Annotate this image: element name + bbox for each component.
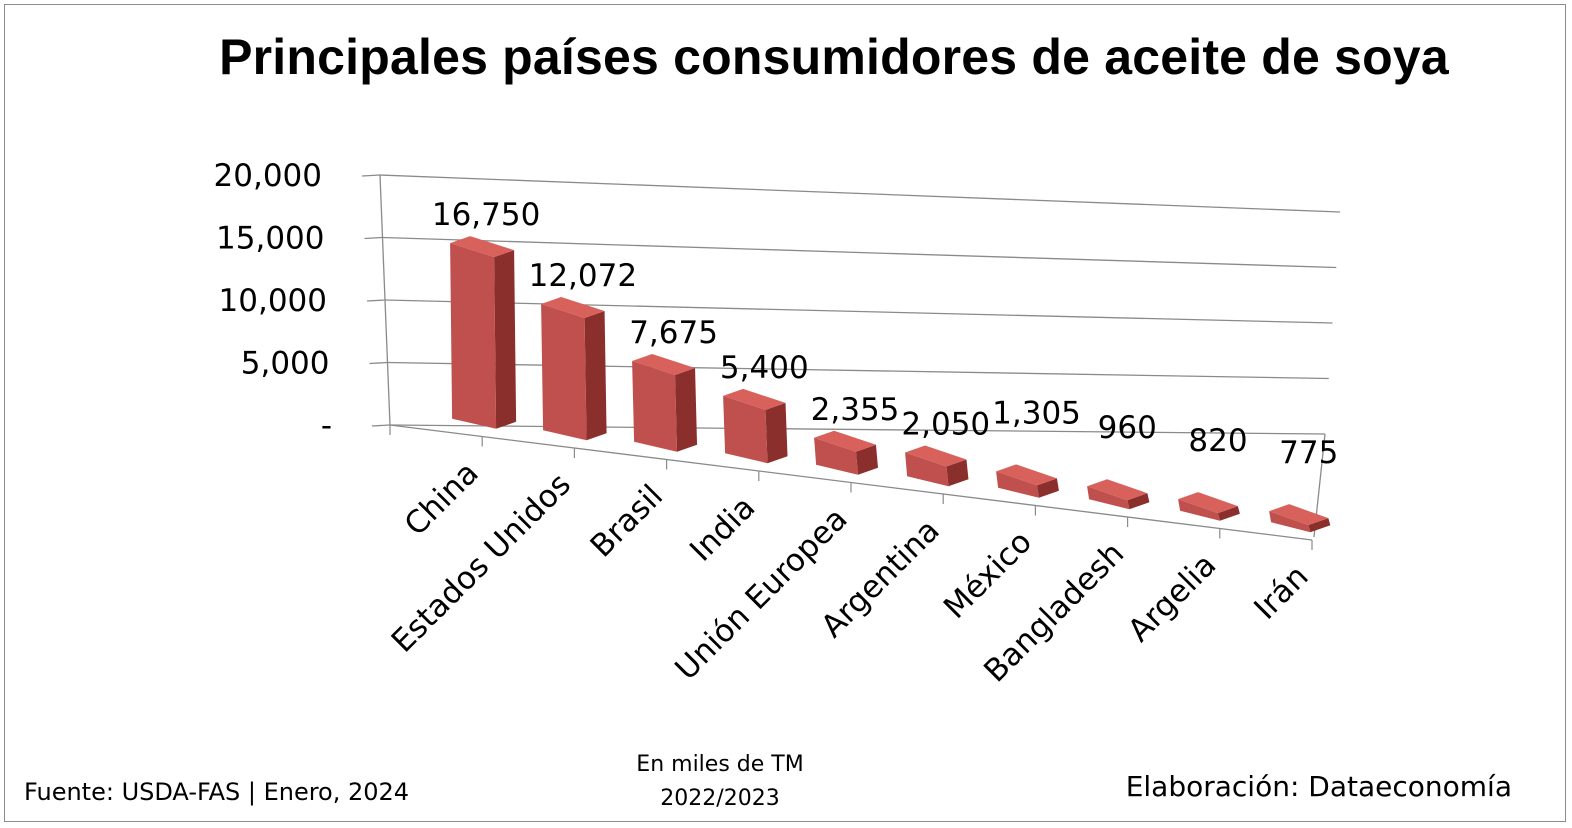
- bar-top: [1087, 479, 1148, 501]
- bar-side: [765, 402, 788, 464]
- y-tick-mark: [361, 174, 381, 177]
- data-label: 5,400: [720, 350, 809, 386]
- bar-top: [905, 445, 967, 467]
- credit-note: Elaboración: Dataeconomía: [1125, 770, 1512, 803]
- gridline: [384, 299, 1333, 324]
- data-label: 2,050: [901, 406, 990, 442]
- data-label: 16,750: [432, 197, 540, 233]
- x-tick-label: Estados Unidos: [385, 466, 578, 659]
- bar: [632, 360, 678, 452]
- bar-side: [1217, 506, 1240, 521]
- gridline: [382, 236, 1337, 269]
- data-label: 960: [1098, 410, 1157, 446]
- bar: [1178, 499, 1220, 521]
- bar-top: [723, 388, 786, 410]
- y-tick-mark: [364, 236, 383, 240]
- data-label: 12,072: [529, 258, 637, 294]
- bar: [996, 471, 1039, 498]
- bar-side: [584, 310, 607, 441]
- chart-title: Principales países consumidores de aceit…: [219, 29, 1449, 85]
- units-note: En miles de TM 2022/2023: [560, 748, 880, 816]
- x-tick-label: Brasil: [584, 478, 671, 565]
- bar-side: [946, 459, 969, 487]
- bar-side: [1127, 493, 1150, 510]
- y-tick-label: 20,000: [214, 158, 322, 194]
- y-tick-mark: [371, 424, 391, 427]
- bar: [541, 303, 587, 441]
- bar-top: [632, 353, 696, 375]
- y-tick-label: 15,000: [216, 221, 324, 257]
- data-label: 7,675: [629, 315, 718, 351]
- bar-side: [494, 250, 517, 429]
- bar: [905, 452, 949, 487]
- source-note: Fuente: USDA-FAS | Enero, 2024: [24, 778, 410, 806]
- x-tick-label: China: [398, 455, 486, 543]
- bar-top: [814, 430, 876, 452]
- bar-top: [450, 236, 515, 258]
- bar-top: [996, 464, 1057, 486]
- bar-side: [675, 367, 698, 452]
- period-line: 2022/2023: [660, 786, 780, 811]
- y-tick-label: 5,000: [241, 346, 330, 382]
- plot-area: - 5,000 10,000 15,000 20,000 16,750 12,072 7,67…: [214, 158, 1341, 689]
- gridline: [387, 361, 1329, 380]
- bar: [814, 437, 858, 475]
- bar: [1269, 511, 1311, 533]
- y-axis-line: [379, 174, 391, 426]
- units-line: En miles de TM: [636, 752, 804, 777]
- y-tick-label: 10,000: [219, 283, 327, 319]
- y-tick-mark: [366, 299, 386, 302]
- data-label: 820: [1188, 423, 1247, 459]
- x-tick-label: México: [937, 524, 1039, 626]
- bar-top: [541, 296, 605, 318]
- bar-side: [1036, 478, 1059, 498]
- bar: [450, 243, 497, 429]
- bar-top: [1269, 504, 1329, 526]
- bar: [723, 395, 768, 464]
- y-tick-label: -: [321, 408, 332, 444]
- x-tick-label: India: [683, 489, 762, 568]
- x-tick-label: Argelia: [1121, 547, 1223, 649]
- gridline: [379, 174, 1341, 213]
- y-tick-mark: [369, 361, 388, 365]
- x-tick-label: Irán: [1247, 558, 1315, 626]
- bar-top: [1178, 492, 1238, 514]
- bar: [1087, 486, 1130, 510]
- data-label: 1,305: [992, 395, 1081, 431]
- data-label: 775: [1279, 435, 1338, 471]
- bar-side: [855, 444, 878, 475]
- bar-side: [1308, 518, 1331, 533]
- data-label: 2,355: [811, 392, 900, 428]
